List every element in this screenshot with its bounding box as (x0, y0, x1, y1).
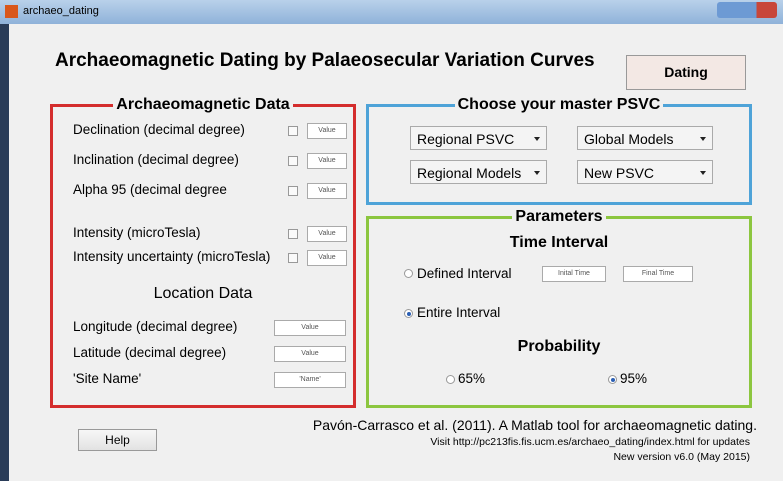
radio-label: 95% (620, 371, 648, 386)
app-title: Archaeomagnetic Dating by Palaeosecular … (55, 50, 595, 71)
dropdown-text: Global Models (584, 131, 674, 147)
text-input[interactable]: Value (307, 183, 347, 199)
citation: Pavón-Carrasco et al. (2011). A Matlab t… (312, 417, 757, 433)
dropdown[interactable]: New PSVC (577, 160, 713, 184)
window-controls[interactable] (717, 2, 777, 18)
text-input[interactable]: Value (307, 153, 347, 169)
radio-button[interactable] (404, 269, 413, 278)
radio-label: 65% (458, 371, 486, 386)
help-button[interactable]: Help (78, 429, 157, 451)
panel-title: Parameters (512, 208, 606, 225)
text-input[interactable]: Value (307, 250, 347, 266)
dropdown[interactable]: Global Models (577, 126, 713, 150)
section-title: Time Interval (509, 234, 609, 251)
title-bar: archaeo_dating (0, 0, 783, 24)
dropdown[interactable]: Regional Models (410, 160, 547, 184)
section-title: Probability (517, 338, 601, 355)
panel-title: Choose your master PSVC (454, 96, 664, 113)
text-input[interactable]: 'Name' (274, 372, 346, 388)
checkbox[interactable] (288, 126, 298, 136)
dating-button[interactable]: Dating (626, 55, 746, 90)
text-input[interactable]: Value (307, 123, 347, 139)
field-label: Latitude (decimal degree) (73, 345, 227, 360)
dropdown[interactable]: Regional PSVC (410, 126, 547, 150)
text-input[interactable]: Inital Time (542, 266, 606, 282)
checkbox[interactable] (288, 229, 298, 239)
parameters-panel: Parameters (366, 208, 752, 408)
window-title: archaeo_dating (23, 5, 99, 17)
text-input[interactable]: Value (307, 226, 347, 242)
dropdown-text: New PSVC (584, 165, 655, 181)
text-input[interactable]: Final Time (623, 266, 693, 282)
field-label: Intensity uncertainty (microTesla) (73, 249, 271, 264)
radio-button[interactable] (608, 375, 617, 384)
checkbox[interactable] (288, 253, 298, 263)
checkbox[interactable] (288, 156, 298, 166)
radio-button[interactable] (446, 375, 455, 384)
window-border (0, 24, 9, 481)
field-label: Intensity (microTesla) (73, 225, 201, 240)
panel-title: Archaeomagnetic Data (113, 96, 293, 113)
section-title: Location Data (153, 285, 253, 302)
data-panel: Archaeomagnetic Data (50, 96, 356, 408)
radio-button[interactable] (404, 309, 413, 318)
checkbox[interactable] (288, 186, 298, 196)
field-label: Longitude (decimal degree) (73, 319, 238, 334)
field-label: Declination (decimal degree) (73, 122, 245, 137)
field-label: Inclination (decimal degree) (73, 152, 239, 167)
dropdown-text: Regional Models (417, 165, 522, 181)
radio-label: Defined Interval (417, 266, 512, 281)
psvc-panel: Choose your master PSVC (366, 96, 752, 205)
radio-label: Entire Interval (417, 305, 501, 320)
text-input[interactable]: Value (274, 320, 346, 336)
app-icon (5, 5, 18, 18)
dropdown-text: Regional PSVC (417, 131, 515, 147)
update-note: Visit http://pc213fis.fis.ucm.es/archaeo… (430, 436, 750, 448)
version-note: New version v6.0 (May 2015) (613, 451, 750, 463)
field-label: Alpha 95 (decimal degree (73, 182, 227, 197)
text-input[interactable]: Value (274, 346, 346, 362)
field-label: 'Site Name' (73, 371, 142, 386)
